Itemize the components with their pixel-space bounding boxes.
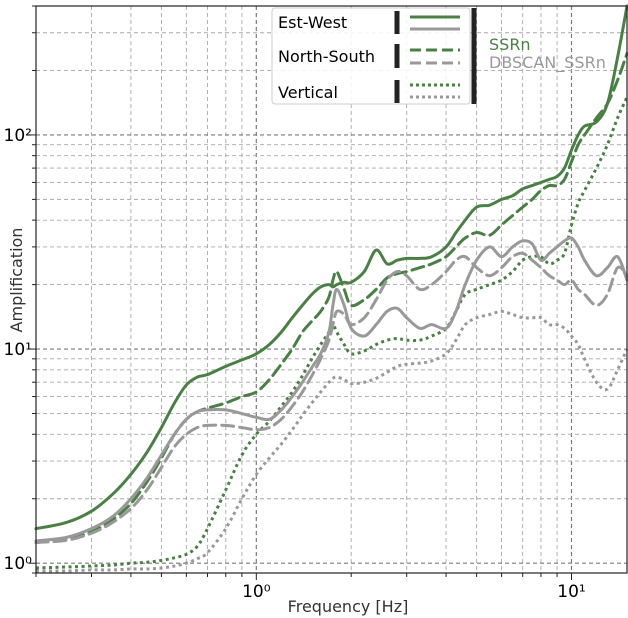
legend-method-dbscan-ssrn: DBSCAN_SSRn bbox=[489, 53, 606, 73]
x-tick-label: 10¹ bbox=[557, 582, 585, 602]
y-tick-label: 10² bbox=[4, 126, 32, 146]
series-layer bbox=[34, 4, 628, 573]
y-tick-label: 10¹ bbox=[4, 340, 32, 360]
y-tick-label: 10⁰ bbox=[4, 554, 33, 574]
legend: Est-West North-South Vertical SSRn DBSCA… bbox=[271, 7, 606, 105]
series-line-ssrn-vertical bbox=[35, 96, 628, 570]
legend-method-ssrn: SSRn bbox=[489, 35, 531, 54]
series-line-dbscan-ssrn-north-south bbox=[34, 251, 628, 544]
grid bbox=[35, 5, 627, 574]
y-axis-title: Amplification bbox=[7, 228, 26, 333]
legend-frame bbox=[271, 7, 471, 105]
series-line-dbscan-ssrn-vertical bbox=[35, 309, 628, 573]
axes bbox=[29, 5, 628, 580]
plot-frame bbox=[35, 5, 628, 574]
x-tick-label: 10⁰ bbox=[242, 582, 271, 602]
legend-label-vertical: Vertical bbox=[278, 83, 338, 102]
legend-label-est-west: Est-West bbox=[278, 13, 347, 32]
series-line-dbscan-ssrn-est-west bbox=[34, 236, 628, 543]
x-axis-title: Frequency [Hz] bbox=[288, 597, 409, 616]
tick-labels: 10⁰ 10¹ 10⁰ 10¹ 10² bbox=[4, 126, 586, 602]
series-line-ssrn-est-west bbox=[34, 4, 628, 531]
legend-label-north-south: North-South bbox=[278, 47, 375, 66]
series-line-ssrn-north-south bbox=[34, 52, 628, 544]
